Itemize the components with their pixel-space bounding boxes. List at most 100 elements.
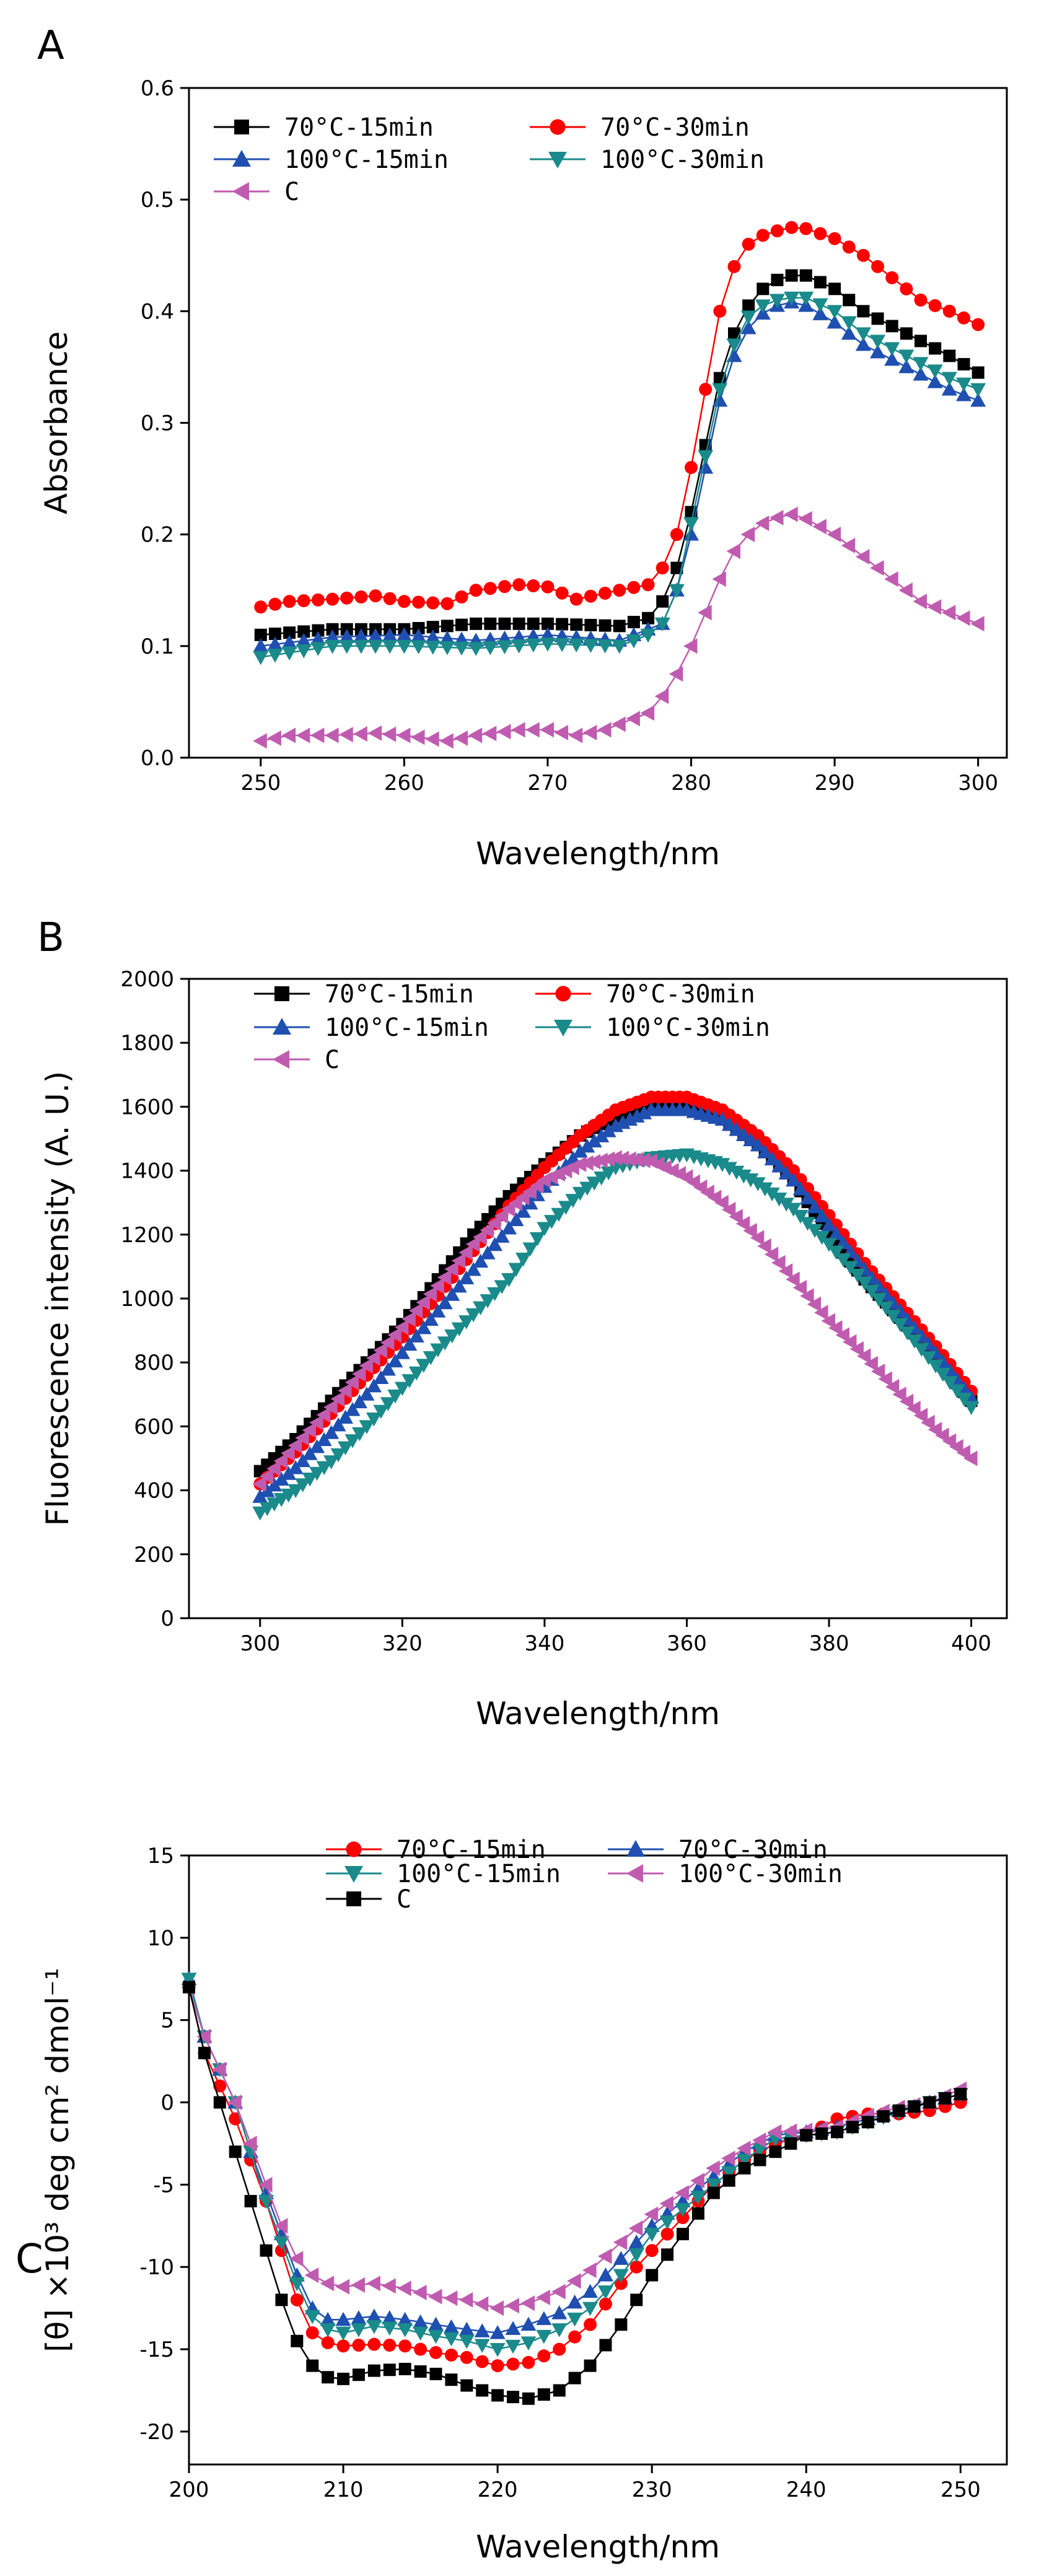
data-point <box>755 299 771 313</box>
legend-marker <box>554 1020 572 1036</box>
data-point <box>494 1208 509 1224</box>
data-point <box>871 260 885 273</box>
data-point <box>928 1359 944 1373</box>
data-point <box>567 2312 583 2327</box>
y-tick-label: 800 <box>134 1351 174 1375</box>
data-point <box>597 722 612 738</box>
data-point <box>281 1466 297 1480</box>
data-point <box>878 1371 892 1387</box>
data-point <box>770 224 784 238</box>
data-point <box>527 579 540 593</box>
data-point <box>302 1473 318 1487</box>
data-point <box>913 1408 928 1424</box>
data-point <box>771 1158 787 1173</box>
data-point <box>683 638 698 654</box>
data-point <box>928 1422 942 1438</box>
data-point <box>540 627 556 641</box>
data-point <box>425 641 441 655</box>
data-point <box>397 2323 413 2337</box>
x-tick-label: 340 <box>524 1631 564 1656</box>
data-point <box>311 593 325 607</box>
data-point <box>898 349 914 364</box>
legend-label: 70°C-15min <box>284 113 434 142</box>
data-point <box>821 1217 837 1232</box>
data-point <box>451 1278 467 1293</box>
panel-letter: B <box>37 915 64 961</box>
data-point <box>582 2284 599 2298</box>
data-point <box>706 2160 720 2176</box>
data-point <box>287 1437 302 1453</box>
data-point <box>849 1268 866 1283</box>
data-point <box>290 2293 304 2307</box>
data-point <box>906 1334 923 1349</box>
data-point <box>266 1477 283 1492</box>
data-point <box>884 342 900 356</box>
y-axis-title: Absorbance <box>38 331 74 514</box>
legend-item: C <box>214 178 299 206</box>
data-point <box>641 578 655 592</box>
data-point <box>712 383 728 397</box>
data-point <box>444 1261 458 1277</box>
data-point <box>582 639 599 653</box>
data-point <box>423 1286 437 1302</box>
data-point <box>267 649 283 663</box>
data-point <box>855 327 871 341</box>
data-point <box>568 2330 582 2344</box>
data-point <box>229 2112 242 2126</box>
data-point <box>742 299 755 312</box>
data-point <box>628 2248 644 2263</box>
data-point <box>458 2321 475 2336</box>
data-point <box>630 2293 643 2307</box>
data-point <box>661 2248 674 2261</box>
data-point <box>480 1245 496 1260</box>
data-point <box>244 2194 257 2207</box>
data-point <box>828 1320 843 1336</box>
data-point <box>629 2260 643 2274</box>
data-point <box>570 618 583 631</box>
x-tick-label: 320 <box>382 1631 423 1656</box>
data-point <box>612 716 626 732</box>
data-point <box>496 640 512 655</box>
data-point <box>439 630 455 645</box>
data-point <box>755 515 770 532</box>
data-point <box>458 1245 473 1261</box>
data-point <box>470 617 483 630</box>
series-line <box>260 226 979 608</box>
data-point <box>646 2269 659 2282</box>
data-point <box>698 450 714 465</box>
legend-label: C <box>397 1885 411 1914</box>
y-tick-label: 1800 <box>120 1031 174 1056</box>
data-point <box>568 727 583 743</box>
data-point <box>460 2350 473 2364</box>
data-point <box>366 2320 382 2334</box>
y-tick-label: 5 <box>160 2009 174 2033</box>
data-point <box>380 1362 396 1376</box>
data-point <box>323 1455 340 1470</box>
data-point <box>310 642 326 656</box>
x-tick-label: 300 <box>240 1631 280 1656</box>
data-point <box>656 595 669 608</box>
data-point <box>949 1439 963 1455</box>
legend-marker <box>232 182 249 201</box>
x-tick-label: 260 <box>384 771 424 795</box>
data-point <box>522 1242 538 1257</box>
data-point <box>480 1222 494 1238</box>
data-point <box>498 617 511 630</box>
data-point <box>295 1430 309 1446</box>
data-point <box>600 1166 616 1181</box>
data-point <box>281 727 296 743</box>
data-point <box>714 1158 730 1172</box>
data-point <box>892 1318 908 1332</box>
data-point <box>798 510 812 527</box>
data-point <box>722 2174 735 2187</box>
data-point <box>556 618 569 631</box>
data-point <box>252 1489 268 1503</box>
data-point <box>352 2368 365 2381</box>
data-point <box>520 2336 537 2350</box>
x-tick-label: 230 <box>632 2477 672 2502</box>
data-point <box>683 517 700 532</box>
data-point <box>512 617 525 630</box>
data-point <box>729 1165 745 1180</box>
data-point <box>942 1376 958 1390</box>
data-point <box>828 1226 844 1240</box>
